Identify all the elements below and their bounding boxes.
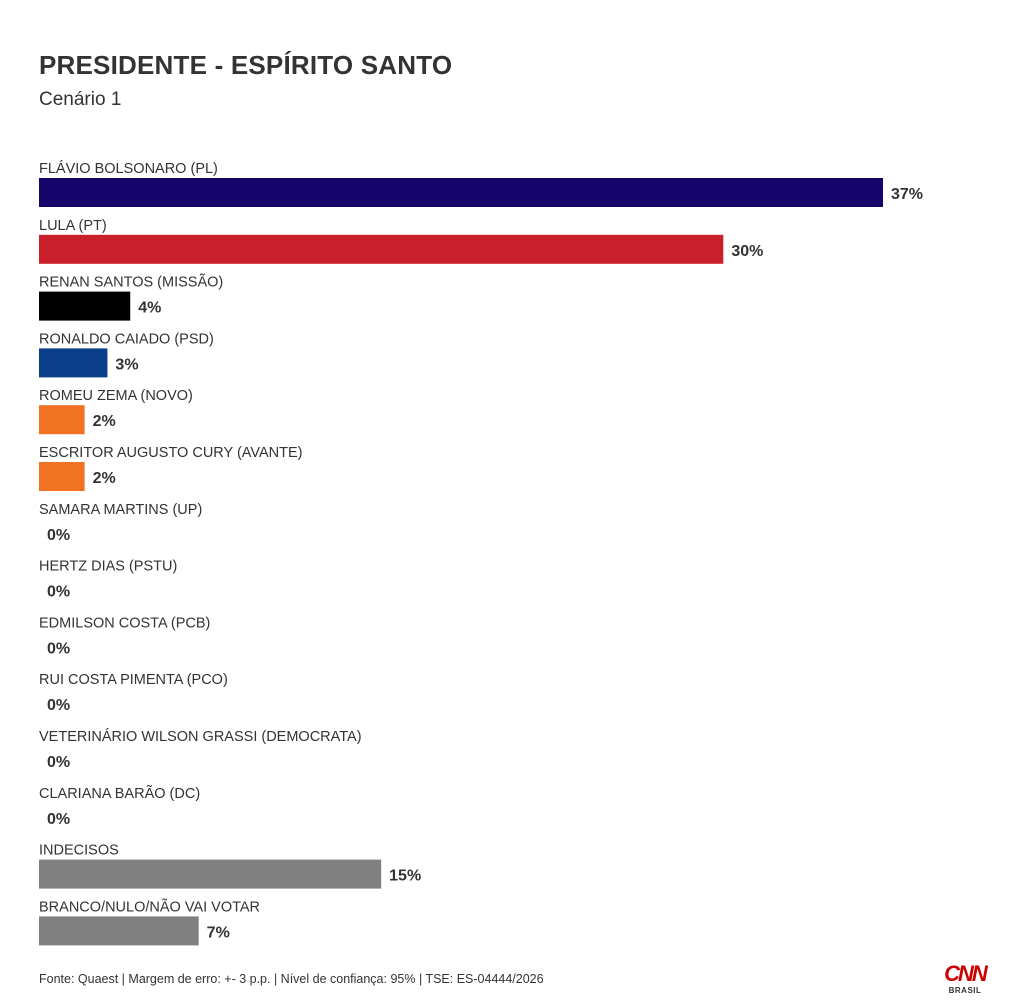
category-label: CLARIANA BARÃO (DC) bbox=[39, 785, 200, 802]
category-label: FLÁVIO BOLSONARO (PL) bbox=[39, 160, 218, 177]
value-label: 4% bbox=[138, 300, 161, 317]
logo-main-text: CNN bbox=[944, 961, 988, 986]
category-label: RONALDO CAIADO (PSD) bbox=[39, 331, 214, 347]
value-label: 0% bbox=[47, 584, 70, 601]
bar bbox=[39, 859, 382, 889]
value-label: 0% bbox=[47, 527, 70, 544]
category-label: HERTZ DIAS (PSTU) bbox=[39, 559, 177, 575]
category-label: RENAN SANTOS (MISSÃO) bbox=[39, 274, 223, 291]
value-label: 0% bbox=[47, 811, 70, 828]
bar bbox=[39, 178, 883, 207]
value-label: 0% bbox=[47, 640, 70, 657]
category-label: SAMARA MARTINS (UP) bbox=[39, 502, 202, 518]
value-label: 15% bbox=[389, 868, 421, 885]
bar-chart: FLÁVIO BOLSONARO (PL) 37% LULA (PT) 30% RENA… bbox=[39, 160, 923, 946]
bar bbox=[39, 234, 724, 264]
value-label: 3% bbox=[115, 356, 138, 373]
value-label: 2% bbox=[93, 470, 116, 487]
value-label: 37% bbox=[891, 186, 923, 203]
value-label: 7% bbox=[207, 924, 230, 941]
bar bbox=[39, 348, 108, 378]
cnn-brasil-logo: CNN BRASIL bbox=[940, 962, 990, 998]
category-label: INDECISOS bbox=[39, 843, 119, 859]
value-label: 30% bbox=[731, 243, 763, 260]
bar bbox=[39, 405, 85, 435]
value-label: 0% bbox=[47, 697, 70, 714]
category-label: RUI COSTA PIMENTA (PCO) bbox=[39, 672, 228, 688]
chart-title: PRESIDENTE - ESPÍRITO SANTO bbox=[39, 50, 453, 80]
category-label: BRANCO/NULO/NÃO VAI VOTAR bbox=[39, 898, 260, 915]
value-label: 0% bbox=[47, 754, 70, 771]
bar bbox=[39, 291, 131, 321]
bar bbox=[39, 462, 85, 491]
logo-sub-text: BRASIL bbox=[948, 986, 982, 995]
category-label: EDMILSON COSTA (PCB) bbox=[39, 615, 210, 631]
category-label: VETERINÁRIO WILSON GRASSI (DEMOCRATA) bbox=[39, 728, 362, 745]
value-label: 2% bbox=[93, 413, 116, 430]
chart-subtitle: Cenário 1 bbox=[39, 89, 122, 110]
category-label: LULA (PT) bbox=[39, 218, 107, 234]
category-label: ESCRITOR AUGUSTO CURY (AVANTE) bbox=[39, 445, 302, 461]
source-footer: Fonte: Quaest | Margem de erro: +- 3 p.p… bbox=[39, 972, 544, 986]
category-label: ROMEU ZEMA (NOVO) bbox=[39, 388, 193, 404]
bar bbox=[39, 916, 199, 946]
